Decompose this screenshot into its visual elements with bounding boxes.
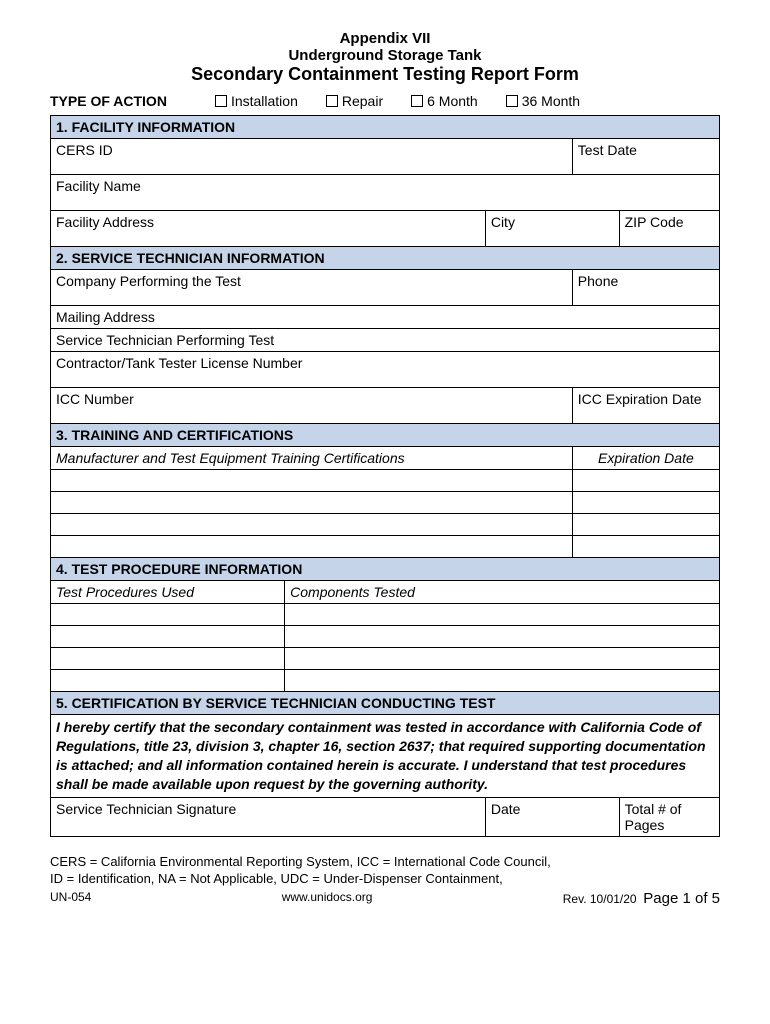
- table-row[interactable]: [51, 492, 573, 514]
- field-city[interactable]: City: [485, 211, 619, 247]
- checkbox-icon: [506, 95, 518, 107]
- table-row[interactable]: [51, 604, 285, 626]
- table-row[interactable]: [51, 514, 573, 536]
- field-icc-number[interactable]: ICC Number: [51, 388, 573, 424]
- table-row[interactable]: [572, 536, 719, 558]
- field-cers-id[interactable]: CERS ID: [51, 139, 573, 175]
- type-of-action-row: TYPE OF ACTION Installation Repair 6 Mon…: [50, 93, 720, 109]
- table-row[interactable]: [572, 470, 719, 492]
- table-row[interactable]: [572, 514, 719, 536]
- field-test-date[interactable]: Test Date: [572, 139, 719, 175]
- footer-legend: CERS = California Environmental Reportin…: [50, 853, 720, 888]
- table-row[interactable]: [51, 648, 285, 670]
- checkbox-installation[interactable]: Installation: [215, 93, 298, 109]
- col-training-cert: Manufacturer and Test Equipment Training…: [51, 447, 573, 470]
- field-icc-expiration[interactable]: ICC Expiration Date: [572, 388, 719, 424]
- form-title: Secondary Containment Testing Report For…: [50, 64, 720, 85]
- field-mailing-address[interactable]: Mailing Address: [51, 306, 720, 329]
- table-row[interactable]: [51, 536, 573, 558]
- field-zip[interactable]: ZIP Code: [619, 211, 719, 247]
- checkbox-6month[interactable]: 6 Month: [411, 93, 478, 109]
- doc-id: UN-054: [50, 890, 91, 907]
- subject-line: Underground Storage Tank: [50, 47, 720, 64]
- form-header: Appendix VII Underground Storage Tank Se…: [50, 30, 720, 85]
- table-row[interactable]: [51, 470, 573, 492]
- appendix-line: Appendix VII: [50, 30, 720, 47]
- col-test-procedures: Test Procedures Used: [51, 581, 285, 604]
- checkbox-icon: [326, 95, 338, 107]
- table-row[interactable]: [51, 626, 285, 648]
- certification-text: I hereby certify that the secondary cont…: [51, 715, 720, 798]
- checkbox-repair[interactable]: Repair: [326, 93, 383, 109]
- table-row[interactable]: [572, 492, 719, 514]
- section3-header: 3. TRAINING AND CERTIFICATIONS: [51, 424, 720, 447]
- field-sig-date[interactable]: Date: [485, 797, 619, 836]
- checkbox-36month[interactable]: 36 Month: [506, 93, 580, 109]
- field-facility-address[interactable]: Facility Address: [51, 211, 486, 247]
- footer-bar: UN-054 www.unidocs.org Rev. 10/01/20 Pag…: [50, 890, 720, 907]
- section5-header: 5. CERTIFICATION BY SERVICE TECHNICIAN C…: [51, 692, 720, 715]
- table-row[interactable]: [285, 648, 720, 670]
- field-license-number[interactable]: Contractor/Tank Tester License Number: [51, 352, 720, 388]
- field-company[interactable]: Company Performing the Test: [51, 270, 573, 306]
- table-row[interactable]: [285, 604, 720, 626]
- field-phone[interactable]: Phone: [572, 270, 719, 306]
- checkbox-icon: [411, 95, 423, 107]
- field-total-pages[interactable]: Total # of Pages: [619, 797, 719, 836]
- main-form-table: 1. FACILITY INFORMATION CERS ID Test Dat…: [50, 115, 720, 837]
- field-signature[interactable]: Service Technician Signature: [51, 797, 486, 836]
- footer-url: www.unidocs.org: [282, 890, 373, 907]
- table-row[interactable]: [51, 670, 285, 692]
- revision-date: Rev. 10/01/20: [563, 892, 637, 906]
- page-number: Page 1 of 5: [643, 890, 720, 907]
- section2-header: 2. SERVICE TECHNICIAN INFORMATION: [51, 247, 720, 270]
- action-label: TYPE OF ACTION: [50, 93, 167, 109]
- table-row[interactable]: [285, 626, 720, 648]
- col-components-tested: Components Tested: [285, 581, 720, 604]
- field-facility-name[interactable]: Facility Name: [51, 175, 720, 211]
- checkbox-icon: [215, 95, 227, 107]
- col-expiration-date: Expiration Date: [572, 447, 719, 470]
- table-row[interactable]: [285, 670, 720, 692]
- field-service-tech[interactable]: Service Technician Performing Test: [51, 329, 720, 352]
- section1-header: 1. FACILITY INFORMATION: [51, 116, 720, 139]
- section4-header: 4. TEST PROCEDURE INFORMATION: [51, 558, 720, 581]
